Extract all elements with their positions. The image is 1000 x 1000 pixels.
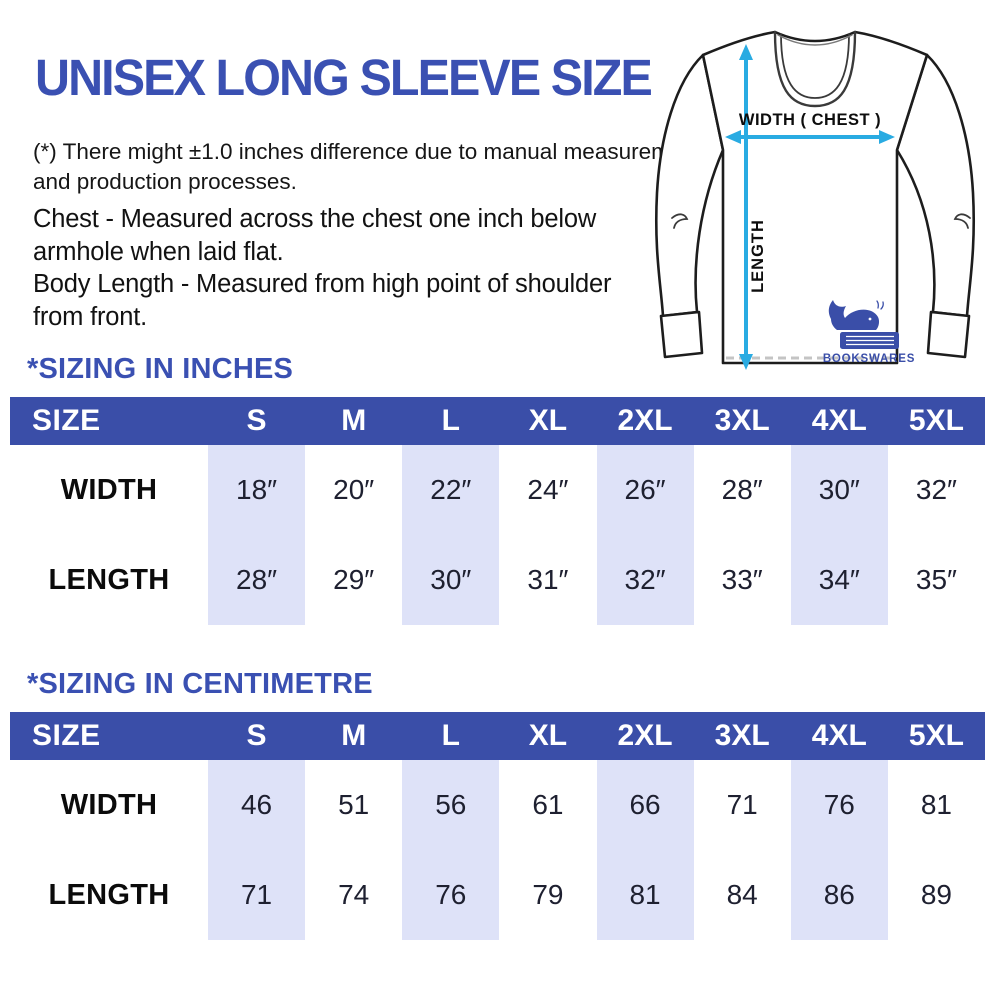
row-label: WIDTH bbox=[60, 473, 158, 506]
col-header-m: M bbox=[341, 404, 367, 437]
row-label: LENGTH bbox=[48, 878, 170, 911]
collar-back-line bbox=[777, 34, 853, 46]
sizing-in-inches-heading: *SIZING IN INCHES bbox=[27, 353, 294, 385]
table-row-length: LENGTH 28″ 29″ 30″ 31″ 32″ 33″ 34″ 35″ bbox=[10, 535, 985, 625]
collar-inner bbox=[780, 33, 850, 99]
cell-width-2xl: 26″ bbox=[596, 445, 694, 535]
inches-table-header-row: SIZE S M L XL 2XL 3XL 4XL 5XL bbox=[10, 397, 985, 445]
col-header-size: SIZE bbox=[32, 719, 101, 752]
cell-width-xl: 24″ bbox=[527, 474, 569, 505]
inches-size-table: SIZE S M L XL 2XL 3XL 4XL 5XL WIDTH 18″ … bbox=[10, 397, 985, 625]
left-sleeve bbox=[654, 53, 725, 318]
col-header-s: S bbox=[246, 404, 267, 437]
col-header-5xl: 5XL bbox=[908, 719, 964, 752]
right-sleeve bbox=[895, 53, 976, 318]
cell-width-2xl: 66 bbox=[596, 760, 694, 850]
col-header-4xl: 4XL bbox=[811, 719, 867, 752]
table-row-length: LENGTH 71 74 76 79 81 84 86 89 bbox=[10, 850, 985, 940]
cell-length-s: 71 bbox=[208, 850, 306, 940]
col-header-5xl: 5XL bbox=[908, 404, 964, 437]
brand-name: BOOKSWARES bbox=[823, 353, 915, 365]
col-header-l: L bbox=[441, 404, 460, 437]
whale-icon bbox=[828, 300, 884, 330]
cell-length-4xl: 86 bbox=[790, 850, 888, 940]
length-arrow-label: LENGTH bbox=[749, 219, 767, 293]
cell-length-3xl: 33″ bbox=[721, 564, 763, 595]
cell-length-4xl: 34″ bbox=[790, 535, 888, 625]
cell-width-l: 56 bbox=[402, 760, 500, 850]
cell-length-2xl: 81 bbox=[596, 850, 694, 940]
width-arrow bbox=[725, 130, 895, 144]
col-header-2xl: 2XL bbox=[617, 719, 673, 752]
cell-length-m: 74 bbox=[338, 879, 370, 910]
right-wrinkle-mark bbox=[953, 213, 971, 229]
col-header-xl: XL bbox=[528, 404, 568, 437]
cell-width-4xl: 30″ bbox=[790, 445, 888, 535]
body-length-measure-note: Body Length - Measured from high point o… bbox=[33, 270, 612, 331]
shirt-diagram: WIDTH ( CHEST ) LENGTH BOOKSWARES bbox=[645, 8, 997, 390]
width-arrow-label: WIDTH ( CHEST ) bbox=[739, 111, 881, 129]
sizing-in-centimetre-heading: *SIZING IN CENTIMETRE bbox=[27, 668, 373, 700]
col-header-m: M bbox=[341, 719, 367, 752]
brand-logo: BOOKSWARES bbox=[823, 300, 915, 365]
cell-length-m: 29″ bbox=[333, 564, 375, 595]
centimetre-size-table: SIZE S M L XL 2XL 3XL 4XL 5XL WIDTH 46 5… bbox=[10, 712, 985, 940]
cell-width-5xl: 81 bbox=[920, 789, 953, 820]
long-sleeve-shirt-illustration: WIDTH ( CHEST ) LENGTH BOOKSWARES bbox=[654, 30, 976, 370]
cell-length-l: 30″ bbox=[402, 535, 500, 625]
cell-width-m: 51 bbox=[338, 789, 370, 820]
cell-width-l: 22″ bbox=[402, 445, 500, 535]
col-header-l: L bbox=[441, 719, 460, 752]
cm-table-header-row: SIZE S M L XL 2XL 3XL 4XL 5XL bbox=[10, 712, 985, 760]
collar-outer bbox=[773, 30, 857, 108]
chest-measure-note: Chest - Measured across the chest one in… bbox=[33, 205, 597, 266]
cell-width-3xl: 71 bbox=[726, 789, 758, 820]
cell-width-s: 18″ bbox=[208, 445, 306, 535]
row-label: LENGTH bbox=[48, 563, 170, 596]
cell-length-xl: 79 bbox=[532, 879, 564, 910]
cell-width-xl: 61 bbox=[532, 789, 564, 820]
page-title: UNISEX LONG SLEEVE SIZE bbox=[35, 49, 653, 106]
col-header-4xl: 4XL bbox=[811, 404, 867, 437]
cell-length-5xl: 35″ bbox=[915, 564, 957, 595]
cell-length-3xl: 84 bbox=[726, 879, 758, 910]
cell-width-4xl: 76 bbox=[790, 760, 888, 850]
book-icon bbox=[840, 332, 899, 349]
col-header-xl: XL bbox=[528, 719, 568, 752]
table-row-width: WIDTH 18″ 20″ 22″ 24″ 26″ 28″ 30″ 32″ bbox=[10, 445, 985, 535]
right-cuff bbox=[926, 310, 971, 359]
cell-length-l: 76 bbox=[402, 850, 500, 940]
col-header-2xl: 2XL bbox=[617, 404, 673, 437]
table-row-width: WIDTH 46 51 56 61 66 71 76 81 bbox=[10, 760, 985, 850]
col-header-size: SIZE bbox=[32, 404, 101, 437]
cell-length-2xl: 32″ bbox=[596, 535, 694, 625]
cell-length-s: 28″ bbox=[208, 535, 306, 625]
cell-width-3xl: 28″ bbox=[721, 474, 763, 505]
torso bbox=[701, 30, 929, 365]
cell-length-xl: 31″ bbox=[527, 564, 569, 595]
col-header-3xl: 3XL bbox=[714, 404, 770, 437]
left-wrinkle-mark bbox=[671, 213, 689, 229]
left-cuff bbox=[659, 310, 704, 359]
length-arrow bbox=[739, 44, 753, 370]
col-header-s: S bbox=[246, 719, 267, 752]
cell-width-s: 46 bbox=[208, 760, 306, 850]
col-header-3xl: 3XL bbox=[714, 719, 770, 752]
tolerance-note: (*) There might ±1.0 inches difference d… bbox=[33, 139, 702, 194]
row-label: WIDTH bbox=[60, 788, 158, 821]
cell-width-m: 20″ bbox=[333, 474, 375, 505]
cell-width-5xl: 32″ bbox=[915, 474, 957, 505]
cell-length-5xl: 89 bbox=[920, 879, 953, 910]
